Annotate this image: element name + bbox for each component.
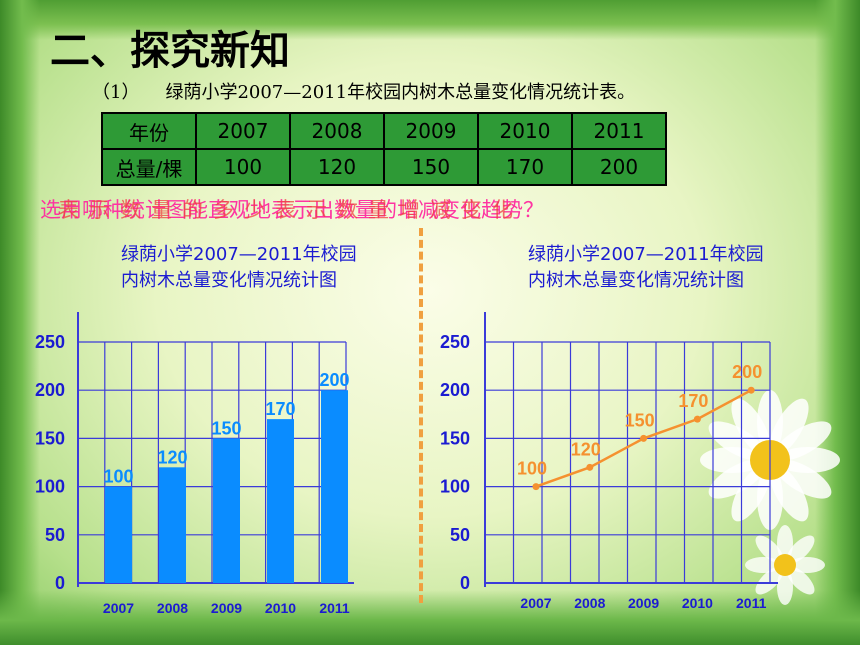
caption-number: （1）: [92, 82, 140, 103]
line-value-label: 200: [732, 362, 762, 382]
caption-text: 绿荫小学2007—2011年校园内树木总量变化情况统计表。: [165, 82, 636, 103]
background-border-left: [0, 0, 40, 645]
table-header-label: 年份: [101, 112, 197, 150]
question-text: 选用哪种统计图能直观地表示出数量的增减变化趋势？: [40, 198, 544, 222]
line-chart-title-line: 绿荫小学2007—2011年校园: [528, 244, 764, 265]
table-cell: 2010: [477, 112, 573, 150]
line-chart-title-line: 内树木总量变化情况统计图: [528, 270, 744, 291]
bar: [213, 438, 240, 583]
bar-chart-y-tick-label: 0: [55, 573, 65, 593]
table-cell: 170: [477, 148, 573, 186]
table-cell: 2007: [195, 112, 291, 150]
line-value-label: 100: [517, 459, 547, 479]
background-border-right: [815, 0, 860, 645]
bar-value-label: 100: [103, 467, 133, 487]
table-cell: 120: [289, 148, 385, 186]
background-border-top: [0, 0, 860, 40]
dashed-divider: [419, 228, 423, 603]
table-cell: 100: [195, 148, 291, 186]
background-border-bottom: [0, 590, 860, 645]
bar-chart-y-tick-label: 250: [35, 332, 65, 352]
line-value-label: 150: [625, 410, 655, 430]
table-cell: 150: [383, 148, 479, 186]
bar-chart-y-tick-label: 50: [45, 525, 65, 545]
line-chart-y-tick-label: 50: [450, 525, 470, 545]
line-point: [532, 483, 540, 491]
bar-chart-y-tick-label: 100: [35, 477, 65, 497]
table-cell: 2009: [383, 112, 479, 150]
table-row-label: 总量/棵: [101, 148, 197, 186]
bar-chart-y-tick-label: 200: [35, 380, 65, 400]
line-chart-y-tick-label: 250: [440, 332, 470, 352]
data-table: 年份 2007 2008 2009 2010 2011 总量/棵 100 120…: [101, 112, 667, 186]
bar-chart-title-line: 内树木总量变化情况统计图: [121, 270, 337, 291]
line-point: [693, 415, 701, 423]
bar-chart-x-tick-label: 2009: [211, 600, 242, 616]
line-chart-x-tick-label: 2010: [682, 595, 713, 611]
line-chart-y-tick-label: 0: [460, 573, 470, 593]
line-chart-x-tick-label: 2009: [628, 595, 659, 611]
bar: [105, 486, 132, 583]
bar-chart-y-tick-label: 150: [35, 428, 65, 448]
bar-value-label: 150: [211, 418, 241, 438]
line-chart-y-tick-label: 100: [440, 477, 470, 497]
line-chart-y-tick-label: 200: [440, 380, 470, 400]
line-chart-x-tick-label: 2011: [736, 595, 767, 611]
table-cell: 2008: [289, 112, 385, 150]
bar-chart-x-tick-label: 2010: [265, 600, 296, 616]
bar-chart-title: 绿荫小学2007—2011年校园 内树木总量变化情况统计图: [121, 242, 357, 294]
line-chart-y-tick-label: 150: [440, 428, 470, 448]
bar: [321, 390, 348, 583]
line-point: [747, 386, 755, 394]
page-title: 二、探究新知: [50, 27, 290, 74]
bar-value-label: 200: [319, 370, 349, 390]
bar-value-label: 170: [265, 399, 295, 419]
line-point: [586, 463, 594, 471]
bar: [159, 467, 186, 583]
line-point: [640, 434, 648, 442]
table-row: 年份 2007 2008 2009 2010 2011: [101, 112, 667, 150]
table-row: 总量/棵 100 120 150 170 200: [101, 148, 667, 186]
bar-chart-x-tick-label: 2011: [319, 600, 350, 616]
answer-text: 表示数量的多少表示数量增减变化: [58, 198, 523, 222]
line-chart-x-tick-label: 2008: [574, 595, 605, 611]
bar-chart-x-tick-label: 2008: [157, 600, 188, 616]
bar: [267, 419, 294, 583]
line-chart-x-tick-label: 2007: [520, 595, 551, 611]
table-caption: （1） 绿荫小学2007—2011年校园内树木总量变化情况统计表。: [92, 78, 635, 104]
line-chart-title: 绿荫小学2007—2011年校园 内树木总量变化情况统计图: [528, 242, 764, 294]
table-cell: 2011: [571, 112, 667, 150]
bar-chart-x-tick-label: 2007: [103, 600, 134, 616]
line-value-label: 170: [678, 391, 708, 411]
daisy-flower-decoration: [745, 525, 825, 605]
bar-chart-title-line: 绿荫小学2007—2011年校园: [121, 244, 357, 265]
line-value-label: 120: [571, 439, 601, 459]
table-cell: 200: [571, 148, 667, 186]
bar-value-label: 120: [157, 447, 187, 467]
